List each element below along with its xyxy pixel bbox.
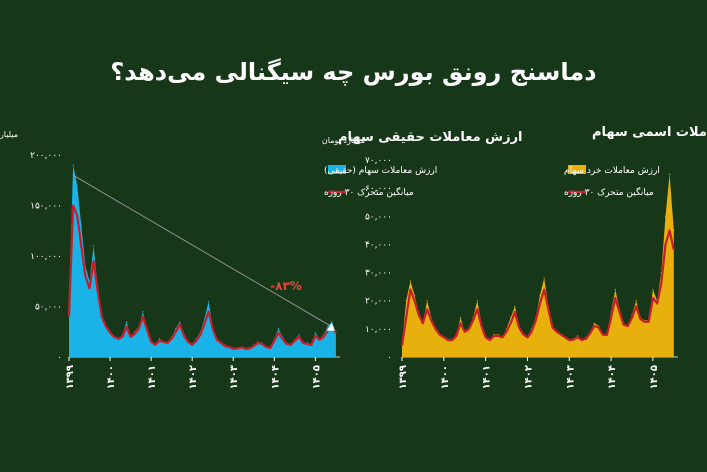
nominal-y-tick-label: ۷۰,۰۰۰ (365, 156, 392, 166)
nominal-x-tick-label: ۱۴۰۵ (649, 365, 660, 389)
real-x-tick-label: ۱۴۰۰ (106, 365, 117, 389)
real-value-point (203, 318, 206, 320)
nominal-x-tick-label: ۱۴۰۲ (523, 365, 534, 389)
nominal-chart-title: ارزش معاملات اسمی سهام (592, 125, 707, 140)
nominal-value-point (510, 317, 512, 319)
nominal-value-point (635, 300, 637, 302)
nominal-y-tick-label: ۱۰,۰۰۰ (365, 325, 392, 335)
nominal-x-tick-label: ۱۴۰۱ (482, 365, 493, 389)
real-y-tick-label: ۲۰۰,۰۰۰ (30, 151, 62, 161)
nominal-x-tick-label: ۱۴۰۰ (440, 365, 451, 389)
nominal-value-point (426, 300, 428, 302)
nominal-legend-label-ma: میانگین متحرک ۳۰ روزه (564, 186, 654, 198)
real-value-point (298, 334, 300, 336)
real-value-area (69, 165, 336, 357)
real-chart-title: ارزش معاملات حقیقی سهام (338, 130, 523, 145)
nominal-x-tick-label: ۱۴۰۴ (607, 365, 618, 389)
nominal-y-tick-label: ۳۰,۰۰۰ (365, 269, 392, 279)
nominal-value-point (539, 294, 541, 296)
nominal-x-tick-label: ۱۳۹۹ (398, 365, 409, 389)
real-value-point (76, 184, 78, 186)
real-value-point (208, 300, 210, 303)
nominal-legend-swatch-value (568, 165, 586, 174)
real-value-point (179, 321, 181, 323)
real-value-point (142, 310, 144, 313)
nominal-x-tick-label: ۱۴۰۳ (565, 365, 576, 389)
real-value-point (158, 338, 160, 340)
nominal-value-point (673, 229, 675, 231)
real-legend-label-ma: میانگین متحرک ۳۰ روزه (324, 186, 414, 198)
nominal-value-point (493, 333, 495, 336)
real-trend-arrowhead (326, 322, 335, 331)
real-moving-average-line (67, 204, 337, 350)
real-y-axis-label: میلیارد تومان (0, 130, 18, 139)
nominal-value-point (413, 294, 416, 296)
nominal-value-point (476, 300, 478, 302)
real-legend-swatch-value (328, 165, 346, 174)
real-value-point (277, 328, 280, 330)
real-value-point (331, 321, 333, 323)
real-value-point (175, 328, 177, 330)
page-title: دماسنج رونق بورس چه سیگنالی می‌دهد؟ (110, 58, 597, 86)
nominal-y-tick-label: ۵۰,۰۰۰ (365, 212, 392, 222)
nominal-y-axis-label: میلیارد تومان (322, 136, 365, 145)
real-value-point (72, 164, 74, 166)
nominal-y-tick-label: ۰ (387, 353, 392, 363)
real-legend-label-value: ارزش معاملات سهام (حقیقی) (324, 166, 437, 176)
nominal-value-point (543, 277, 545, 279)
nominal-value-point (497, 333, 499, 336)
nominal-legend-label-value: ارزش معاملات خرد سهام (564, 166, 660, 176)
real-y-tick-label: ۱۰۰,۰۰۰ (30, 252, 62, 262)
nominal-value-point (652, 288, 654, 291)
nominal-value-point (405, 300, 407, 302)
real-x-tick-label: ۱۴۰۳ (229, 365, 240, 389)
real-y-tick-label: ۰ (57, 353, 62, 363)
real-value-point (125, 321, 128, 323)
real-x-tick-label: ۱۴۰۴ (270, 365, 281, 389)
real-x-tick-label: ۱۴۰۵ (311, 365, 322, 389)
nominal-value-area (402, 174, 674, 357)
real-value-point (314, 332, 316, 334)
nominal-value-point (459, 317, 462, 319)
nominal-value-point (577, 335, 579, 337)
nominal-value-point (664, 215, 667, 217)
nominal-y-tick-label: ۲۰,۰۰۰ (365, 297, 392, 307)
nominal-value-point (669, 173, 671, 175)
nominal-value-point (409, 280, 411, 282)
real-x-tick-label: ۱۴۰۲ (188, 365, 199, 389)
real-x-tick-label: ۱۴۰۱ (147, 365, 158, 389)
real-value-point (93, 245, 95, 247)
real-value-point (327, 326, 329, 328)
real-value-point (80, 225, 82, 227)
nominal-value-point (514, 305, 516, 307)
nominal-value-point (614, 288, 616, 291)
nominal-chart: ارزش معاملات اسمی سهام میلیارد تومان ۰ ۱۰,۰… (322, 125, 707, 389)
nominal-moving-average-line (400, 229, 675, 346)
nominal-y-tick-label: ۶۰,۰۰۰ (365, 184, 392, 194)
real-trend-annotation: -۸۳% (270, 279, 302, 293)
nominal-value-point (593, 322, 595, 324)
nominal-y-tick-label: ۴۰,۰۰۰ (365, 240, 392, 250)
real-trend-line (72, 174, 333, 328)
real-y-tick-label: ۵۰,۰۰۰ (35, 303, 62, 313)
real-y-tick-label: ۱۵۰,۰۰۰ (30, 202, 62, 212)
real-x-tick-label: ۱۳۹۹ (65, 365, 76, 389)
